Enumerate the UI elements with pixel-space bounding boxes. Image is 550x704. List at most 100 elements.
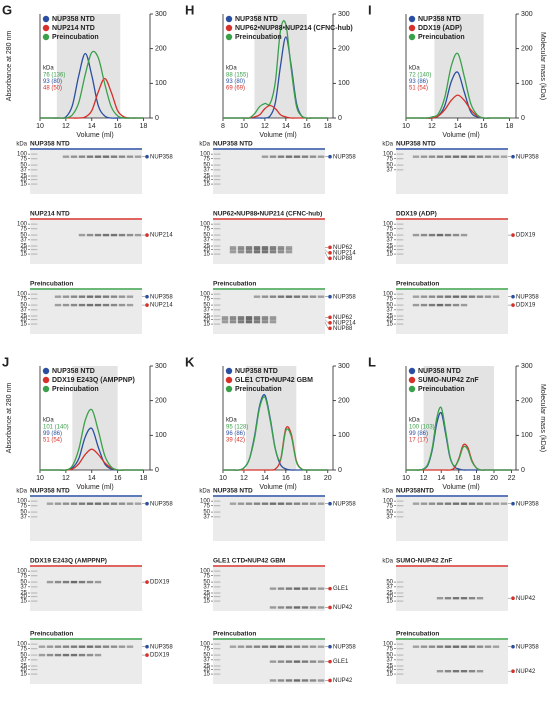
gel-band [412, 645, 420, 648]
marker-label: 20 [203, 177, 210, 183]
marker-label: 50 [386, 653, 393, 659]
gel-band [253, 320, 261, 324]
marker-label: 37 [20, 584, 27, 590]
gel-band [277, 679, 285, 682]
gel-band [78, 502, 86, 505]
ladder-band [31, 175, 38, 177]
marker-label: 15 [20, 182, 27, 188]
gel-band [428, 502, 436, 505]
gel-band [229, 320, 237, 324]
y2-tick-label: 0 [338, 115, 342, 122]
gel-band [261, 318, 269, 321]
band-label: NUP358 [333, 501, 356, 507]
ladder-band [214, 648, 221, 650]
gel-band [293, 679, 301, 682]
ladder-band [397, 659, 404, 661]
gel-band [301, 645, 309, 648]
gel-title: DDX19 E243Q (AMPPNP) [30, 558, 107, 565]
ladder-band [214, 169, 221, 171]
marker-label: 37 [203, 237, 210, 243]
x-tick-label: 20 [490, 475, 498, 482]
gel-band [94, 653, 102, 657]
marker-label: 15 [20, 599, 27, 605]
marker-label: 100 [383, 499, 394, 505]
marker-label: 50 [20, 580, 27, 586]
gel-band [436, 295, 444, 298]
gel-band [269, 645, 277, 648]
marker-label: 15 [20, 672, 27, 678]
gel-band [70, 580, 78, 584]
gel-band [277, 248, 285, 251]
ladder-band [214, 600, 221, 602]
fraction-shade [434, 14, 484, 118]
annotation-title: kDa [409, 418, 420, 424]
marker-label: 50 [386, 303, 393, 309]
gel-band [70, 645, 78, 648]
gel-band [269, 250, 277, 254]
marker-label: 50 [386, 233, 393, 239]
gel-band [452, 155, 460, 158]
gel-band [245, 316, 253, 319]
x-tick-label: 18 [140, 475, 148, 482]
legend-label: Preincubation [418, 386, 465, 393]
gel-band [86, 295, 94, 298]
annotation-title: kDa [409, 66, 420, 72]
gel-band [436, 597, 444, 600]
band-dot [511, 294, 515, 299]
gel-band [293, 645, 301, 648]
marker-label: 75 [203, 226, 210, 232]
gel-band [253, 318, 261, 321]
gel-band [301, 502, 309, 505]
gel-band [476, 155, 484, 158]
band-label: NUP88 [333, 326, 353, 332]
gel [30, 220, 142, 264]
gel-band [293, 587, 301, 590]
gel-band [78, 303, 86, 307]
gel-band [126, 645, 134, 648]
marker-label: 100 [200, 499, 211, 505]
marker-label: 50 [203, 653, 210, 659]
gel-band [253, 295, 261, 298]
gel-band [436, 502, 444, 505]
gel-band [102, 502, 110, 505]
marker-label: 100 [383, 222, 394, 228]
marker-label: 75 [20, 156, 27, 162]
marker-label: 50 [203, 510, 210, 516]
ladder-band [397, 169, 404, 171]
gel-band [460, 295, 468, 298]
y2-tick-label: 100 [338, 432, 350, 439]
gel-band [428, 155, 436, 158]
marker-label: 15 [203, 252, 210, 258]
ladder-band [31, 293, 38, 295]
marker-label: 50 [203, 233, 210, 239]
gel-band [269, 155, 277, 158]
band-label: DDX19 [150, 653, 170, 659]
gel-band [269, 606, 277, 609]
marker-label: 25 [20, 314, 27, 320]
gel-band [468, 295, 476, 298]
marker-label: 75 [20, 646, 27, 652]
gel [396, 220, 508, 264]
ladder-band [214, 315, 221, 317]
band-dot [328, 256, 332, 261]
x-tick-label: 14 [88, 123, 96, 130]
x-tick-label: 10 [36, 475, 44, 482]
gel-band [70, 155, 78, 158]
gel-band [468, 155, 476, 158]
ladder-band [397, 223, 404, 225]
gel-band [54, 303, 62, 307]
band-pointer [324, 249, 329, 254]
gel-band [102, 295, 110, 298]
ladder-band [31, 248, 38, 251]
marker-label: 75 [386, 226, 393, 232]
band-dot [511, 644, 515, 649]
axis-frame [39, 366, 151, 471]
x-tick-label: 10 [240, 123, 248, 130]
panel-letter: I [368, 2, 372, 17]
gel-band [62, 295, 70, 298]
marker-label: 100 [17, 499, 28, 505]
band-dot [511, 233, 515, 237]
legend-marker [408, 385, 416, 393]
gel-band [46, 502, 54, 505]
ladder-band [31, 505, 38, 507]
